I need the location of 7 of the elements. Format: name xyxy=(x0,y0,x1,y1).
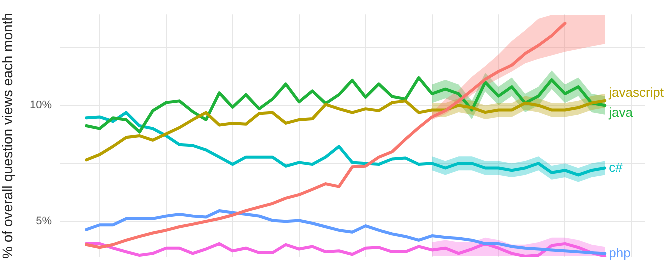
series-label: java xyxy=(608,104,634,120)
series-label: php xyxy=(609,245,631,260)
series-label: javascript xyxy=(608,84,664,100)
y-tick-label: 5% xyxy=(36,216,52,228)
y-axis-title: % of overall question views each month xyxy=(0,13,16,259)
series-label: c# xyxy=(609,160,624,175)
y-tick-label: 10% xyxy=(30,100,52,112)
